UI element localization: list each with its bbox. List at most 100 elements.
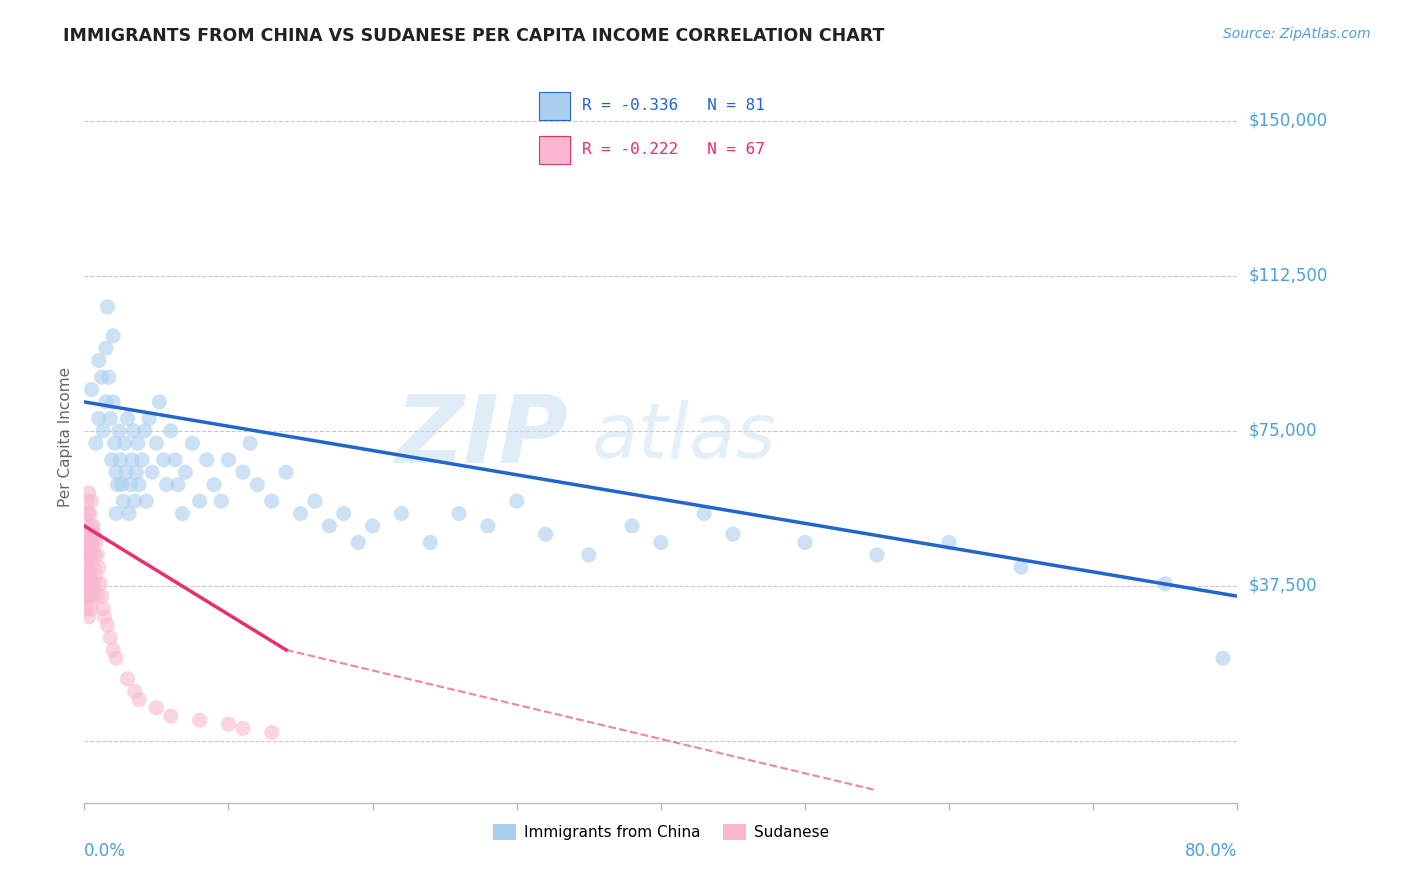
Bar [538, 136, 569, 164]
Point [135, 494, 157, 508]
Point [77, 507, 100, 521]
Text: $112,500: $112,500 [1249, 267, 1327, 285]
Point [82, 560, 104, 574]
Point [75, 527, 97, 541]
Point [87, 353, 110, 368]
Text: atlas: atlas [592, 401, 776, 474]
Point [131, 452, 153, 467]
Point [391, 507, 413, 521]
Point [127, 436, 149, 450]
Point [82, 535, 104, 549]
Point [347, 535, 370, 549]
Point [80, 519, 103, 533]
Point [155, 477, 177, 491]
Point [79, 589, 101, 603]
Point [91, 601, 114, 615]
Point [506, 494, 529, 508]
Point [181, 436, 204, 450]
Point [721, 527, 744, 541]
Point [105, 507, 128, 521]
Point [77, 576, 100, 591]
Point [232, 465, 254, 479]
Point [477, 519, 499, 533]
Point [260, 725, 283, 739]
Point [122, 424, 145, 438]
Point [105, 465, 128, 479]
Bar [538, 92, 569, 120]
Point [83, 527, 105, 541]
Point [94, 395, 117, 409]
Point [276, 465, 298, 479]
Point [96, 618, 118, 632]
Point [77, 560, 100, 574]
Text: Source: ZipAtlas.com: Source: ZipAtlas.com [1223, 27, 1371, 41]
Point [167, 477, 190, 491]
Text: 0.0%: 0.0% [84, 842, 127, 860]
Point [145, 436, 167, 450]
Point [75, 568, 97, 582]
Point [107, 477, 129, 491]
Point [94, 341, 117, 355]
Point [84, 535, 107, 549]
Point [110, 452, 132, 467]
Point [112, 494, 135, 508]
Point [76, 494, 98, 508]
Point [100, 452, 122, 467]
Point [90, 589, 112, 603]
Point [160, 424, 183, 438]
Point [75, 576, 97, 591]
Point [76, 560, 98, 574]
Point [160, 709, 183, 723]
Point [134, 424, 156, 438]
Point [77, 535, 100, 549]
Point [290, 507, 312, 521]
Point [152, 452, 174, 467]
Text: IMMIGRANTS FROM CHINA VS SUDANESE PER CAPITA INCOME CORRELATION CHART: IMMIGRANTS FROM CHINA VS SUDANESE PER CA… [63, 27, 884, 45]
Point [75, 548, 97, 562]
Point [128, 692, 150, 706]
Point [125, 465, 148, 479]
Legend: Immigrants from China, Sudanese: Immigrants from China, Sudanese [486, 818, 835, 847]
Point [318, 519, 340, 533]
Point [87, 411, 110, 425]
Point [84, 568, 107, 582]
Point [84, 436, 107, 450]
Y-axis label: Per Capita Income: Per Capita Income [58, 367, 73, 508]
Point [141, 465, 163, 479]
Point [97, 370, 120, 384]
Point [1154, 576, 1177, 591]
Text: 80.0%: 80.0% [1185, 842, 1237, 860]
Point [98, 411, 121, 425]
Point [77, 548, 100, 562]
Point [80, 576, 103, 591]
Point [419, 535, 441, 549]
Point [91, 424, 114, 438]
Point [87, 560, 110, 574]
Point [80, 548, 103, 562]
Point [75, 589, 97, 603]
Point [86, 589, 108, 603]
Point [202, 477, 225, 491]
Text: R = -0.222   N = 67: R = -0.222 N = 67 [582, 143, 765, 158]
Point [90, 370, 112, 384]
Text: ZIP: ZIP [395, 391, 568, 483]
Point [239, 436, 262, 450]
Point [188, 494, 211, 508]
Point [76, 601, 98, 615]
Point [76, 548, 98, 562]
Point [114, 436, 136, 450]
Point [83, 576, 105, 591]
Point [1010, 560, 1032, 574]
Point [103, 328, 124, 343]
Point [195, 452, 218, 467]
Point [82, 589, 104, 603]
Point [938, 535, 960, 549]
Point [118, 507, 141, 521]
Point [86, 548, 108, 562]
Point [794, 535, 817, 549]
Point [98, 631, 121, 645]
Point [333, 507, 356, 521]
Point [246, 477, 269, 491]
Point [172, 507, 194, 521]
Point [76, 535, 98, 549]
